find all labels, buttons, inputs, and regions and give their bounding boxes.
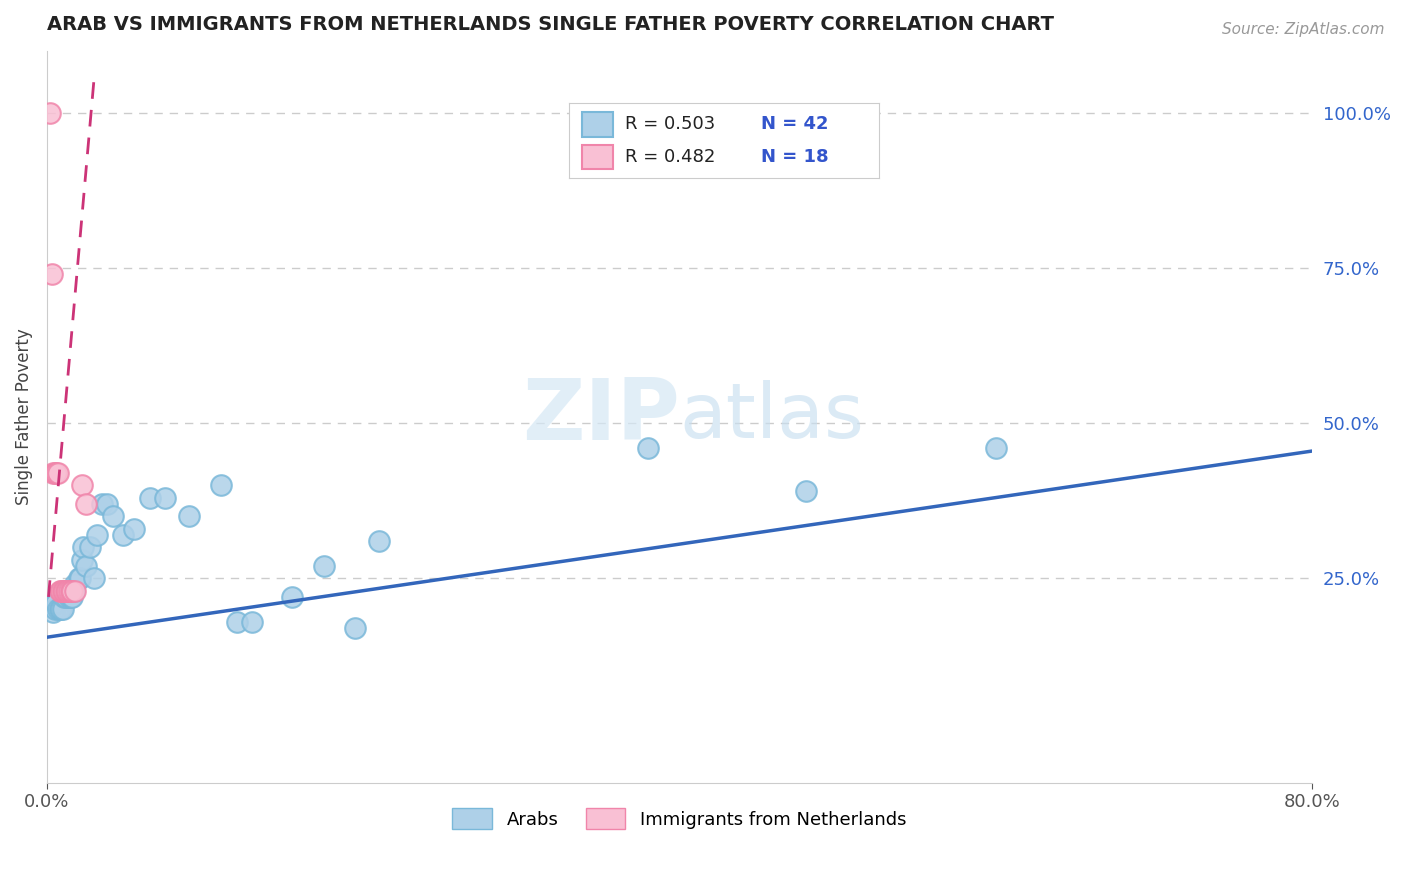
Point [58, 590, 80, 604]
Point [44, 602, 66, 616]
Point [70, 478, 93, 492]
Point [49, 583, 72, 598]
Point [55, 590, 77, 604]
Text: ZIP: ZIP [522, 376, 679, 458]
Point [42, 466, 65, 480]
Point [56, 583, 79, 598]
FancyBboxPatch shape [582, 112, 613, 136]
Point [58, 583, 80, 598]
Point [794, 484, 817, 499]
Text: N = 42: N = 42 [761, 115, 828, 133]
Point [39, 106, 62, 120]
Point [281, 590, 304, 604]
Point [67, 571, 90, 585]
Point [52, 583, 75, 598]
Point [55, 583, 77, 598]
Point [138, 491, 160, 505]
Point [75, 497, 97, 511]
Y-axis label: Single Father Poverty: Single Father Poverty [15, 328, 32, 505]
Point [41, 267, 63, 281]
Point [46, 466, 69, 480]
Point [48, 602, 70, 616]
Point [45, 596, 67, 610]
Point [53, 583, 76, 598]
Legend: Arabs, Immigrants from Netherlands: Arabs, Immigrants from Netherlands [446, 801, 914, 837]
Point [70, 552, 93, 566]
Point [52, 602, 75, 616]
Text: N = 18: N = 18 [761, 148, 828, 166]
Point [91, 497, 114, 511]
Point [103, 509, 125, 524]
Text: ARAB VS IMMIGRANTS FROM NETHERLANDS SINGLE FATHER POVERTY CORRELATION CHART: ARAB VS IMMIGRANTS FROM NETHERLANDS SING… [46, 15, 1054, 34]
Point [984, 441, 1007, 455]
Point [312, 558, 335, 573]
Point [209, 478, 232, 492]
Point [111, 528, 134, 542]
Point [86, 528, 108, 542]
Text: atlas: atlas [679, 380, 865, 454]
Point [42, 606, 65, 620]
Point [46, 602, 69, 616]
Point [122, 522, 145, 536]
Point [44, 466, 66, 480]
Point [62, 583, 84, 598]
Point [83, 571, 105, 585]
Text: R = 0.482: R = 0.482 [626, 148, 716, 166]
Point [45, 466, 67, 480]
Point [179, 509, 201, 524]
Point [48, 583, 70, 598]
Point [65, 583, 87, 598]
Point [69, 571, 91, 585]
Text: R = 0.503: R = 0.503 [626, 115, 716, 133]
Point [225, 615, 247, 629]
Point [53, 590, 76, 604]
Point [75, 558, 97, 573]
Point [368, 534, 391, 549]
Point [60, 583, 83, 598]
Point [344, 621, 367, 635]
FancyBboxPatch shape [582, 145, 613, 169]
Point [56, 583, 79, 598]
Point [65, 577, 87, 591]
Point [96, 497, 118, 511]
Point [242, 615, 264, 629]
Point [41, 599, 63, 614]
Point [59, 583, 82, 598]
Point [155, 491, 177, 505]
Point [60, 590, 83, 604]
Point [72, 541, 94, 555]
Point [637, 441, 659, 455]
Text: Source: ZipAtlas.com: Source: ZipAtlas.com [1222, 22, 1385, 37]
Point [49, 602, 72, 616]
Point [59, 590, 82, 604]
Point [79, 541, 101, 555]
